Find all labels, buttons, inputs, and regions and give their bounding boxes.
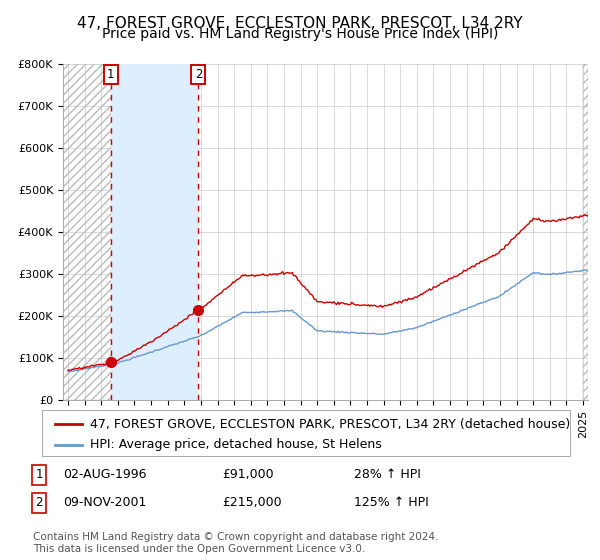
Text: 02-AUG-1996: 02-AUG-1996 bbox=[63, 468, 146, 482]
Text: 1: 1 bbox=[35, 468, 43, 482]
Text: £91,000: £91,000 bbox=[222, 468, 274, 482]
Text: 125% ↑ HPI: 125% ↑ HPI bbox=[354, 496, 429, 510]
Text: Contains HM Land Registry data © Crown copyright and database right 2024.
This d: Contains HM Land Registry data © Crown c… bbox=[33, 533, 439, 554]
Text: 2: 2 bbox=[194, 68, 202, 81]
Text: 47, FOREST GROVE, ECCLESTON PARK, PRESCOT, L34 2RY: 47, FOREST GROVE, ECCLESTON PARK, PRESCO… bbox=[77, 16, 523, 31]
Text: 28% ↑ HPI: 28% ↑ HPI bbox=[354, 468, 421, 482]
Text: Price paid vs. HM Land Registry's House Price Index (HPI): Price paid vs. HM Land Registry's House … bbox=[102, 27, 498, 41]
Text: 1: 1 bbox=[107, 68, 115, 81]
Text: £215,000: £215,000 bbox=[222, 496, 281, 510]
Text: 47, FOREST GROVE, ECCLESTON PARK, PRESCOT, L34 2RY (detached house): 47, FOREST GROVE, ECCLESTON PARK, PRESCO… bbox=[89, 418, 570, 431]
Bar bbox=[111, 64, 199, 400]
Text: 09-NOV-2001: 09-NOV-2001 bbox=[63, 496, 146, 510]
Text: 2: 2 bbox=[35, 496, 43, 510]
Text: HPI: Average price, detached house, St Helens: HPI: Average price, detached house, St H… bbox=[89, 438, 381, 451]
